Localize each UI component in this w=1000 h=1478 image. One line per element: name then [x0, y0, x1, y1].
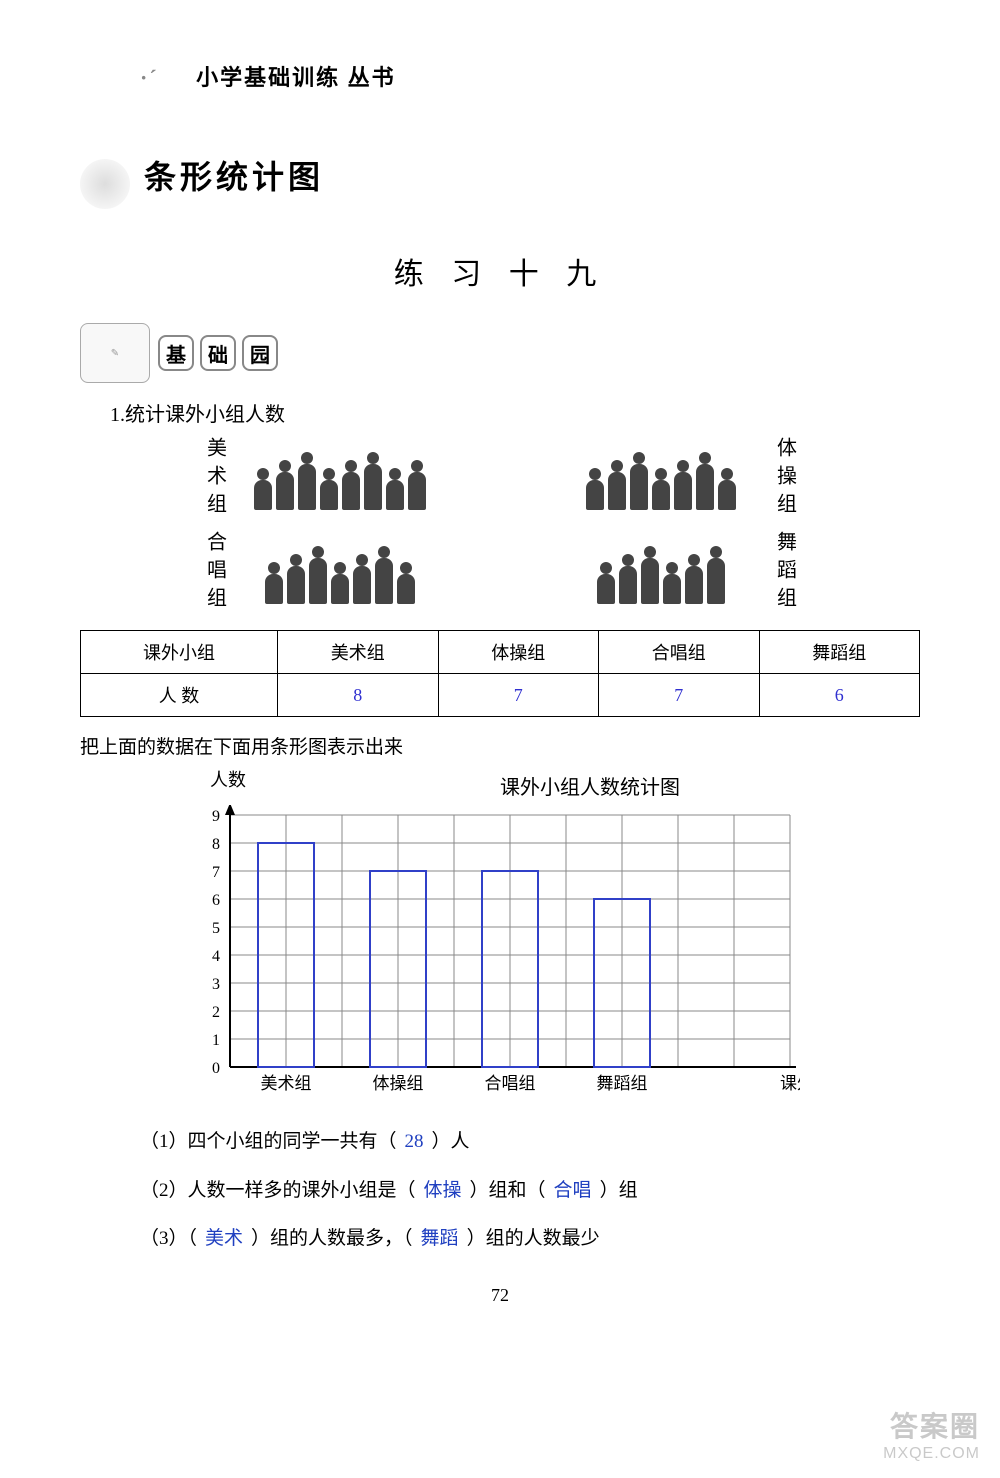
- header-deco: ·ˊ: [140, 65, 159, 91]
- group-art-label: 美术组: [201, 437, 230, 521]
- table-header-cell: 合唱组: [599, 631, 759, 674]
- answer-total: 28: [397, 1131, 432, 1152]
- answer-least: 舞蹈: [413, 1228, 467, 1249]
- question-1-3: （3）（美术）组的人数最多，（舞蹈）组的人数最少: [140, 1224, 860, 1254]
- chart-svg: 0 1 2 3 4 5 6 7 8 9 美术组 体操组 合唱组 舞蹈组 课外小组: [180, 805, 800, 1107]
- table-data-cell: 7: [599, 674, 759, 717]
- badge-row: ✎ 基 础 园: [80, 323, 920, 383]
- table-data-cell: 6: [759, 674, 920, 717]
- watermark-line1: 答案圈: [883, 1405, 980, 1445]
- question-1-1: （1）四个小组的同学一共有（28）人: [140, 1127, 860, 1157]
- badge-text: 基 础 园: [158, 335, 278, 371]
- section-icon: [80, 159, 130, 209]
- chart-title: 课外小组人数统计图: [260, 771, 920, 800]
- svg-text:美术组: 美术组: [261, 1074, 312, 1093]
- question-1-2: （2）人数一样多的课外小组是（体操）组和（合唱）组: [140, 1176, 860, 1206]
- group-gym-label: 体操组: [771, 437, 800, 521]
- svg-text:课外小组: 课外小组: [780, 1074, 800, 1093]
- group-dance-people: [561, 538, 761, 608]
- book-series-header: ·ˊ 小学基础训练 丛书: [140, 60, 920, 92]
- table-header-cell: 美术组: [278, 631, 438, 674]
- group-gym: 体操组: [561, 437, 800, 521]
- answer-same-1: 体操: [416, 1180, 470, 1201]
- table-data-cell: 8: [278, 674, 438, 717]
- watermark: 答案圈 MXQE.COM: [883, 1405, 980, 1463]
- sub-questions: （1）四个小组的同学一共有（28）人 （2）人数一样多的课外小组是（体操）组和（…: [140, 1127, 860, 1254]
- svg-text:3: 3: [212, 976, 220, 993]
- svg-text:2: 2: [212, 1004, 220, 1021]
- table-data-cell: 7: [438, 674, 598, 717]
- watermark-line2: MXQE.COM: [883, 1445, 980, 1463]
- bar-chart: 人数 课外小组人数统计图 0123456789美术组体操组合唱组舞蹈组课外小组: [180, 771, 920, 1107]
- svg-text:5: 5: [212, 920, 220, 937]
- table-row-label: 人 数: [81, 674, 278, 717]
- group-art: 美术组: [201, 437, 440, 521]
- table-header-cell: 课外小组: [81, 631, 278, 674]
- svg-text:7: 7: [212, 864, 220, 881]
- badge-illustration: ✎: [80, 323, 150, 383]
- svg-text:4: 4: [212, 948, 220, 965]
- svg-text:体操组: 体操组: [373, 1074, 424, 1093]
- header-text: 小学基础训练 丛书: [196, 65, 396, 90]
- page-number: 72: [80, 1285, 920, 1306]
- svg-text:合唱组: 合唱组: [485, 1074, 536, 1093]
- table-header-cell: 体操组: [438, 631, 598, 674]
- svg-text:8: 8: [212, 836, 220, 853]
- group-choir: 合唱组: [201, 531, 440, 615]
- y-axis-label: 人数: [210, 766, 246, 792]
- group-choir-label: 合唱组: [201, 531, 230, 615]
- groups-illustration-row-1: 美术组 体操组: [140, 437, 860, 521]
- svg-text:9: 9: [212, 808, 220, 825]
- data-table: 课外小组 美术组 体操组 合唱组 舞蹈组 人 数 8 7 7 6: [80, 630, 920, 717]
- group-gym-people: [561, 444, 761, 514]
- svg-text:6: 6: [212, 892, 220, 909]
- badge-char: 园: [242, 335, 278, 371]
- badge-char: 基: [158, 335, 194, 371]
- practice-title: 练 习 十 九: [80, 249, 920, 293]
- section-heading: 条形统计图: [80, 152, 920, 209]
- answer-most: 美术: [197, 1228, 251, 1249]
- badge-char: 础: [200, 335, 236, 371]
- groups-illustration-row-2: 合唱组 舞蹈组: [140, 531, 860, 615]
- question-1-title: 1.统计课外小组人数: [110, 398, 920, 427]
- table-header-row: 课外小组 美术组 体操组 合唱组 舞蹈组: [81, 631, 920, 674]
- section-title: 条形统计图: [144, 159, 324, 195]
- svg-text:0: 0: [212, 1060, 220, 1077]
- table-data-row: 人 数 8 7 7 6: [81, 674, 920, 717]
- chart-instruction: 把上面的数据在下面用条形图表示出来: [80, 732, 920, 759]
- svg-text:1: 1: [212, 1032, 220, 1049]
- answer-same-2: 合唱: [546, 1180, 600, 1201]
- group-dance: 舞蹈组: [561, 531, 800, 615]
- table-header-cell: 舞蹈组: [759, 631, 920, 674]
- svg-text:舞蹈组: 舞蹈组: [597, 1074, 648, 1093]
- group-art-people: [240, 444, 440, 514]
- group-dance-label: 舞蹈组: [771, 531, 800, 615]
- group-choir-people: [240, 538, 440, 608]
